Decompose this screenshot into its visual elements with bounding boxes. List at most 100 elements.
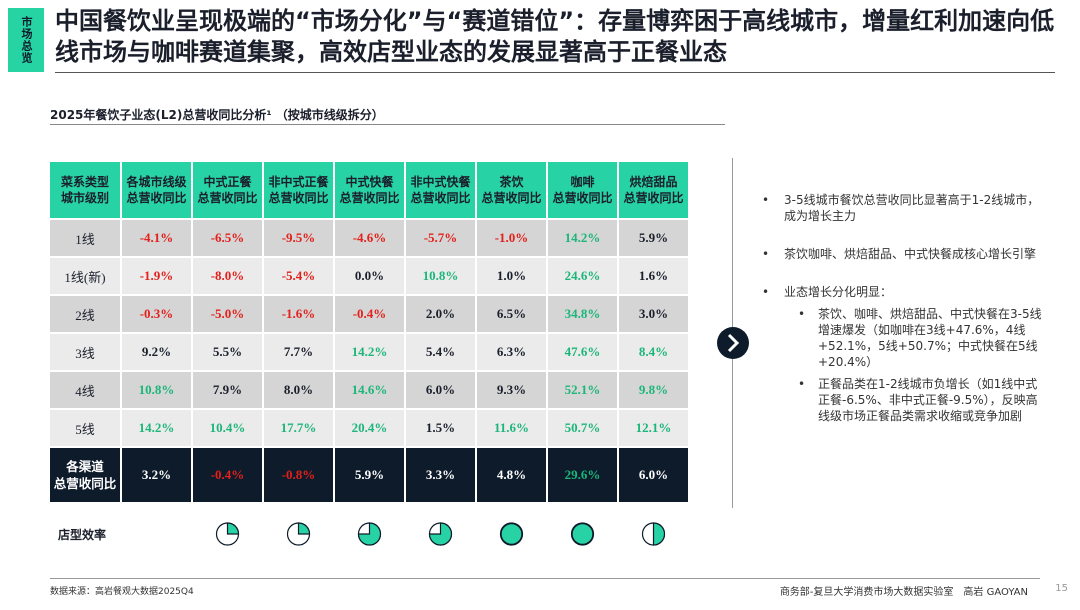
header-cell: 茶饮 总营收同比 bbox=[477, 162, 546, 218]
value-cell: 1.6% bbox=[619, 258, 688, 294]
value-cell: -4.6% bbox=[335, 220, 404, 256]
efficiency-row bbox=[215, 522, 666, 546]
value-cell: 1.0% bbox=[477, 258, 546, 294]
value-cell: 14.2% bbox=[122, 410, 191, 446]
header-cell: 中式快餐 总营收同比 bbox=[335, 162, 404, 218]
value-cell: 5.4% bbox=[406, 334, 475, 370]
bullet: 3-5线城市餐饮总营收同比显著高于1-2线城市，成为增长主力 bbox=[760, 192, 1045, 224]
header-cell: 中式正餐 总营收同比 bbox=[193, 162, 262, 218]
value-cell: 9.2% bbox=[122, 334, 191, 370]
value-cell: 8.4% bbox=[619, 334, 688, 370]
value-cell: 34.8% bbox=[548, 296, 617, 332]
total-cell: 5.9% bbox=[335, 448, 404, 502]
value-cell: 24.6% bbox=[548, 258, 617, 294]
total-cell: 3.2% bbox=[122, 448, 191, 502]
ball-fill bbox=[500, 523, 523, 545]
ball-fill bbox=[297, 522, 311, 535]
value-cell: 1.5% bbox=[406, 410, 475, 446]
value-cell: 6.3% bbox=[477, 334, 546, 370]
sub-bullet: 正餐品类在1-2线城市负增长（如1线中式正餐-6.5%、非中式正餐-9.5%），… bbox=[796, 376, 1045, 424]
title-rule bbox=[55, 72, 1055, 73]
value-cell: 14.6% bbox=[335, 372, 404, 408]
value-cell: -6.5% bbox=[193, 220, 262, 256]
value-cell: -4.1% bbox=[122, 220, 191, 256]
value-cell: -8.0% bbox=[193, 258, 262, 294]
value-cell: -5.7% bbox=[406, 220, 475, 256]
total-cell: 3.3% bbox=[406, 448, 475, 502]
ball-fill bbox=[357, 522, 382, 546]
value-cell: 6.0% bbox=[406, 372, 475, 408]
row-label: 1线 bbox=[50, 220, 120, 256]
bullet-text: 茶饮咖啡、烘焙甜品、中式快餐成核心增长引擎 bbox=[784, 247, 1037, 261]
row-label: 3线 bbox=[50, 334, 120, 370]
footer-rule bbox=[50, 578, 1040, 579]
value-cell: 17.7% bbox=[264, 410, 333, 446]
value-cell: 7.9% bbox=[193, 372, 262, 408]
efficiency-label: 店型效率 bbox=[58, 528, 107, 542]
header-cell: 非中式正餐 总营收同比 bbox=[264, 162, 333, 218]
value-cell: 3.0% bbox=[619, 296, 688, 332]
value-cell: -1.6% bbox=[264, 296, 333, 332]
organization: 商务部-复旦大学消费市场大数据实验室 高岩 GAOYAN bbox=[779, 587, 1028, 598]
value-cell: 0.0% bbox=[335, 258, 404, 294]
subtitle: 2025年餐饮子业态(L2)总营收同比分析¹ （按城市线级拆分） bbox=[50, 108, 384, 122]
value-cell: 12.1% bbox=[619, 410, 688, 446]
value-cell: 47.6% bbox=[548, 334, 617, 370]
value-cell: 8.0% bbox=[264, 372, 333, 408]
header-cell: 非中式快餐 总营收同比 bbox=[406, 162, 475, 218]
value-cell: 52.1% bbox=[548, 372, 617, 408]
total-cell: 29.6% bbox=[548, 448, 617, 502]
value-cell: -9.5% bbox=[264, 220, 333, 256]
value-cell: 5.5% bbox=[193, 334, 262, 370]
total-cell: -0.4% bbox=[193, 448, 262, 502]
title: 中国餐饮业呈现极端的“市场分化”与“赛道错位”：存量博弈困于高线城市，增量红利加… bbox=[55, 7, 1055, 66]
value-cell: 9.3% bbox=[477, 372, 546, 408]
bullets: 3-5线城市餐饮总营收同比显著高于1-2线城市，成为增长主力茶饮咖啡、烘焙甜品、… bbox=[760, 192, 1045, 446]
table: 菜系类型 城市级别 各城市线级 总营收同比 中式正餐 总营收同比 非中式正餐 总营收同… bbox=[50, 162, 688, 502]
value-cell: 14.2% bbox=[335, 334, 404, 370]
row-label: 2线 bbox=[50, 296, 120, 332]
header-cell: 烘焙甜品 总营收同比 bbox=[619, 162, 688, 218]
ball-fill bbox=[571, 523, 594, 545]
row-label: 1线(新) bbox=[50, 258, 120, 294]
row-label: 4线 bbox=[50, 372, 120, 408]
total-cell: 6.0% bbox=[619, 448, 688, 502]
value-cell: 14.2% bbox=[548, 220, 617, 256]
ball-fill bbox=[226, 522, 240, 535]
value-cell: -5.0% bbox=[193, 296, 262, 332]
ball-fill bbox=[428, 522, 453, 546]
value-cell: 7.7% bbox=[264, 334, 333, 370]
bullet: 业态增长分化明显： 茶饮、咖啡、烘焙甜品、中式快餐在3-5线增速爆发（如咖啡在3线… bbox=[760, 284, 1045, 424]
value-cell: -0.3% bbox=[122, 296, 191, 332]
bullet-text: 业态增长分化明显： bbox=[784, 285, 893, 299]
value-cell: 10.8% bbox=[122, 372, 191, 408]
section-tag: 市场总览 bbox=[8, 8, 44, 72]
page-number: 15 bbox=[1055, 583, 1068, 594]
row-label: 5线 bbox=[50, 410, 120, 446]
total-cell: -0.8% bbox=[264, 448, 333, 502]
total-cell: 4.8% bbox=[477, 448, 546, 502]
total-label: 各渠道 总营收同比 bbox=[50, 448, 120, 502]
value-cell: 5.9% bbox=[619, 220, 688, 256]
source: 数据来源：高岩餐观大数据2025Q4 bbox=[50, 587, 194, 597]
value-cell: 11.6% bbox=[477, 410, 546, 446]
value-cell: 20.4% bbox=[335, 410, 404, 446]
value-cell: 10.4% bbox=[193, 410, 262, 446]
subtitle-rule bbox=[50, 124, 725, 125]
value-cell: 6.5% bbox=[477, 296, 546, 332]
value-cell: 2.0% bbox=[406, 296, 475, 332]
bullet: 茶饮咖啡、烘焙甜品、中式快餐成核心增长引擎 bbox=[760, 246, 1045, 262]
value-cell: -0.4% bbox=[335, 296, 404, 332]
ball-fill bbox=[652, 522, 666, 546]
arrow-icon bbox=[717, 327, 749, 359]
value-cell: 10.8% bbox=[406, 258, 475, 294]
header-cell: 各城市线级 总营收同比 bbox=[122, 162, 191, 218]
value-cell: -1.0% bbox=[477, 220, 546, 256]
value-cell: -5.4% bbox=[264, 258, 333, 294]
value-cell: 50.7% bbox=[548, 410, 617, 446]
value-cell: 9.8% bbox=[619, 372, 688, 408]
header-cell: 菜系类型 城市级别 bbox=[50, 162, 120, 218]
sub-bullet: 茶饮、咖啡、烘焙甜品、中式快餐在3-5线增速爆发（如咖啡在3线+47.6%，4线… bbox=[796, 306, 1045, 370]
bullet-text: 3-5线城市餐饮总营收同比显著高于1-2线城市，成为增长主力 bbox=[784, 193, 1040, 223]
